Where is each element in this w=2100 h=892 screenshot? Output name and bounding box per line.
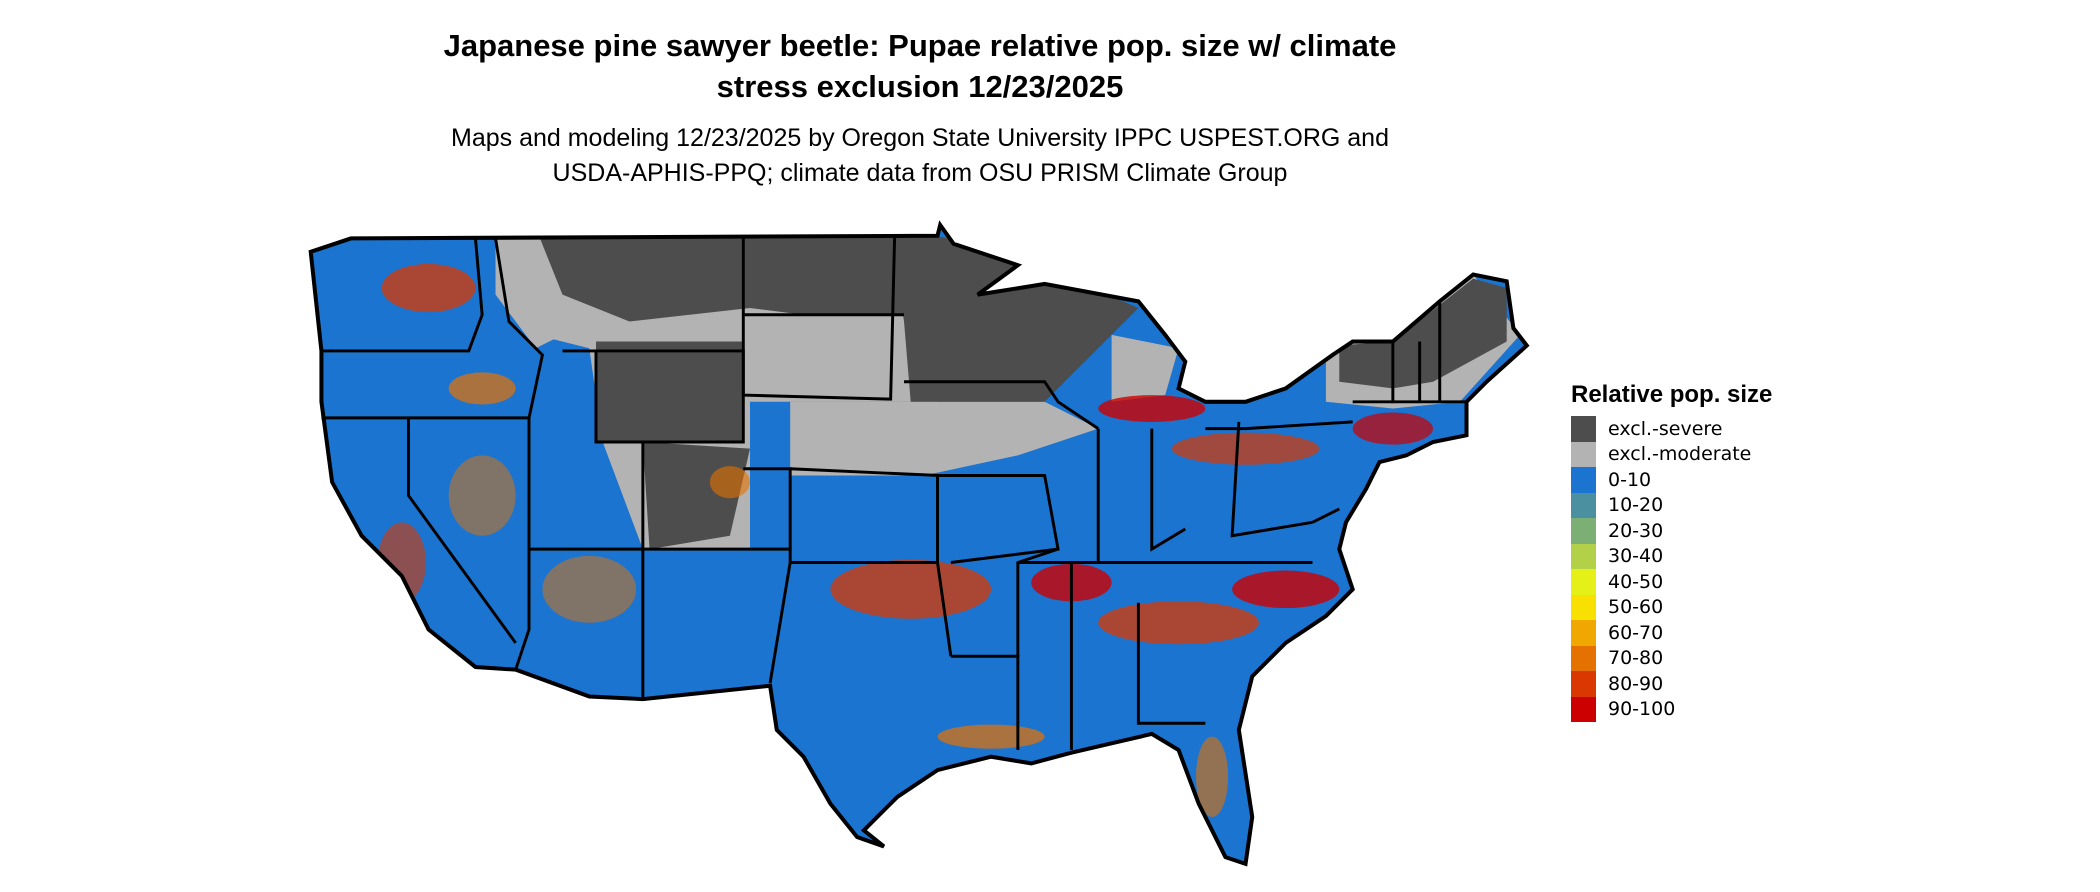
legend-swatch — [1571, 416, 1596, 442]
title-line-1: Japanese pine sawyer beetle: Pupae relat… — [443, 28, 1397, 63]
legend-item: 30-40 — [1571, 543, 1772, 569]
legend-item: 50-60 — [1571, 594, 1772, 620]
zone-excl-moderate-michigan — [1111, 334, 1179, 402]
subtitle-line-1: Maps and modeling 12/23/2025 by Oregon S… — [451, 124, 1389, 152]
legend-label: 40-50 — [1608, 570, 1664, 593]
legend-item: 40-50 — [1571, 569, 1772, 595]
legend-item: excl.-severe — [1571, 416, 1772, 442]
zone-excl-severe-wyoming — [595, 341, 744, 442]
legend-swatch — [1571, 543, 1596, 569]
legend-item: excl.-moderate — [1571, 441, 1772, 467]
legend-label: 30-40 — [1608, 545, 1664, 568]
legend-label: 0-10 — [1608, 468, 1652, 491]
legend-swatch — [1571, 492, 1596, 518]
map-title: Japanese pine sawyer beetle: Pupae relat… — [370, 25, 1470, 107]
zone-excl-severe-north — [535, 227, 938, 322]
legend-swatch — [1571, 518, 1596, 544]
legend-swatch — [1571, 594, 1596, 620]
state-borders — [321, 235, 1467, 751]
legend-label: 20-30 — [1608, 519, 1664, 542]
legend-item: 10-20 — [1571, 492, 1772, 518]
legend: Relative pop. size excl.-severe excl.-mod… — [1571, 380, 1772, 722]
legend-label: 70-80 — [1608, 647, 1664, 670]
zone-excl-severe-northeast — [1339, 278, 1507, 389]
legend-swatch — [1571, 671, 1596, 697]
zone-excl-moderate-central — [790, 401, 1099, 476]
legend-label: 60-70 — [1608, 621, 1664, 644]
legend-item: 80-90 — [1571, 671, 1772, 697]
zone-excl-severe-upper-midwest — [890, 227, 1139, 402]
legend-item: 20-30 — [1571, 518, 1772, 544]
title-line-2: stress exclusion 12/23/2025 — [716, 69, 1124, 104]
legend-item: 70-80 — [1571, 645, 1772, 671]
legend-swatch — [1571, 441, 1596, 467]
legend-swatch — [1571, 467, 1596, 493]
legend-label: excl.-moderate — [1608, 443, 1752, 466]
legend-label: 50-60 — [1608, 596, 1664, 619]
legend-label: excl.-severe — [1608, 417, 1723, 440]
legend-item: 90-100 — [1571, 696, 1772, 722]
legend-label: 90-100 — [1608, 698, 1676, 721]
legend-swatch — [1571, 645, 1596, 671]
legend-label: 80-90 — [1608, 672, 1664, 695]
subtitle-line-2: USDA-APHIS-PPQ; climate data from OSU PR… — [552, 159, 1288, 187]
legend-item: 0-10 — [1571, 467, 1772, 493]
legend-swatch — [1571, 620, 1596, 646]
legend-item: 60-70 — [1571, 620, 1772, 646]
legend-swatch — [1571, 696, 1596, 722]
legend-swatch — [1571, 569, 1596, 595]
map-subtitle: Maps and modeling 12/23/2025 by Oregon S… — [370, 121, 1470, 191]
legend-label: 10-20 — [1608, 494, 1664, 517]
legend-title: Relative pop. size — [1571, 381, 1773, 408]
